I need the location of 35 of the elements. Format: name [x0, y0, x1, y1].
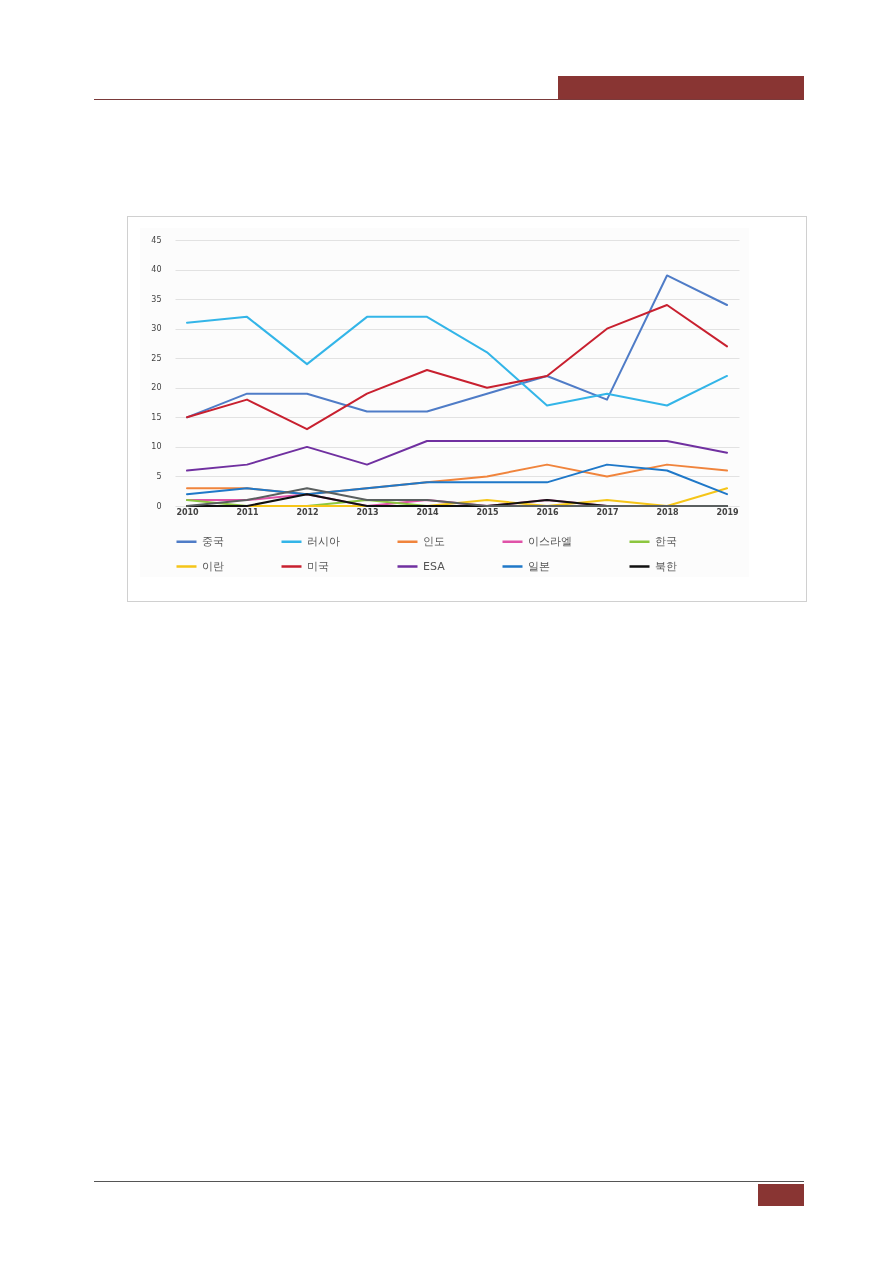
x-tick-label: 2016 [536, 507, 560, 517]
line-series [186, 274, 728, 419]
y-tick-label: 45 [151, 235, 162, 245]
line-series [186, 315, 728, 407]
legend-label: 북한 [655, 559, 677, 573]
legend-label: 중국 [202, 534, 224, 548]
x-tick-label: 2014 [416, 507, 440, 517]
legend-label: 한국 [655, 534, 677, 548]
y-tick-label: 15 [151, 412, 162, 422]
y-tick-label: 40 [151, 265, 162, 275]
y-tick-label: 35 [151, 294, 162, 304]
legend-label: 러시아 [307, 534, 340, 548]
line-series [186, 439, 728, 472]
legend-label: 이란 [202, 559, 224, 573]
y-tick-label: 5 [156, 471, 162, 481]
line-series [186, 304, 728, 431]
x-tick-label: 2013 [356, 507, 379, 517]
x-tick-label: 2019 [716, 507, 740, 517]
legend-label: 이스라엘 [528, 534, 572, 548]
x-tick-label: 2010 [176, 507, 200, 517]
x-tick-label: 2011 [236, 507, 260, 517]
x-tick-label: 2017 [596, 507, 619, 517]
y-tick-label: 25 [151, 353, 162, 363]
x-tick-label: 2012 [296, 507, 319, 517]
line-series [186, 463, 728, 496]
x-tick-label: 2018 [656, 507, 680, 517]
x-tick-label: 2015 [476, 507, 500, 517]
y-tick-label: 30 [151, 324, 162, 334]
legend-label: 인도 [423, 534, 445, 548]
y-tick-label: 0 [156, 501, 162, 511]
legend-label: 미국 [307, 559, 329, 573]
legend-label: 일본 [528, 559, 550, 573]
y-tick-label: 10 [151, 442, 162, 452]
legend-label: ESA [423, 559, 446, 573]
y-tick-label: 20 [151, 383, 162, 393]
